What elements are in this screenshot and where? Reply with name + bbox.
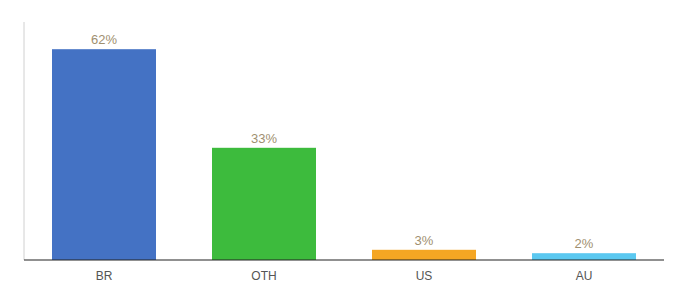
bar <box>212 148 316 260</box>
data-label: 3% <box>415 233 434 248</box>
x-tick-label: BR <box>96 269 113 283</box>
x-tick-label: OTH <box>251 269 276 283</box>
chart-container: 62% 33% 3% 2% BR OTH US AU <box>0 0 680 300</box>
x-axis-line <box>24 259 664 260</box>
bar <box>372 250 476 260</box>
x-tick-label: US <box>416 269 433 283</box>
x-tick-label: AU <box>576 269 593 283</box>
data-label: 33% <box>251 131 277 146</box>
bar <box>532 253 636 260</box>
chart: 62% 33% 3% 2% BR OTH US AU <box>0 0 680 300</box>
y-range-line <box>24 22 25 260</box>
data-label: 62% <box>91 32 117 47</box>
bars <box>52 49 636 260</box>
data-label: 2% <box>575 236 594 251</box>
bar <box>52 49 156 260</box>
